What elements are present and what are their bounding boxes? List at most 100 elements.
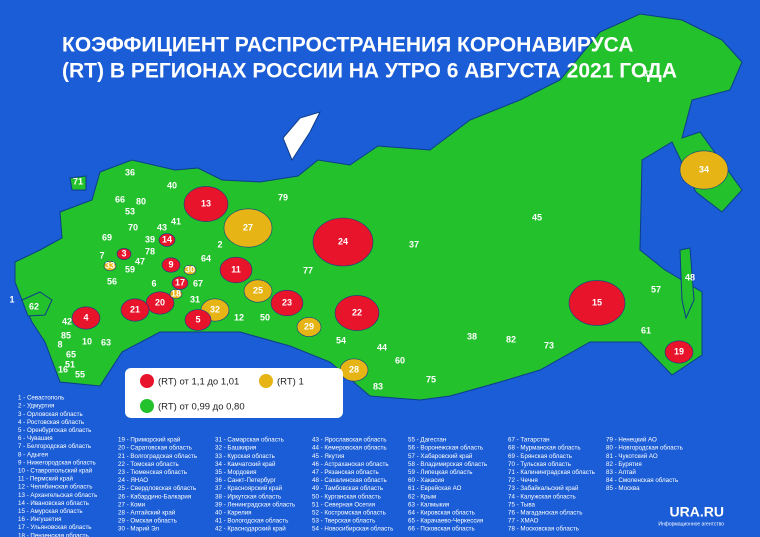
title-line: (RT) В РЕГИОНАХ РОССИИ НА УТРО 6 АВГУСТА… xyxy=(62,60,677,83)
legend-label: (RT) от 0,99 до 0,80 xyxy=(158,402,245,413)
region-number: 20 xyxy=(155,297,165,307)
region-list-item: 36 - Санкт-Петербург xyxy=(215,477,277,484)
region-list-item: 6 - Чувашия xyxy=(18,435,53,442)
region-list-item: 54 - Новосибирская область xyxy=(312,526,393,533)
region-number: 2 xyxy=(217,239,222,249)
region-number: 32 xyxy=(210,304,220,314)
sakhalin xyxy=(679,247,695,320)
region-list-item: 7 - Белгородская область xyxy=(18,443,91,450)
region-list-item: 9 - Нижегородская область xyxy=(18,459,96,466)
region-list-item: 33 - Курская область xyxy=(215,453,275,460)
region-fill xyxy=(103,260,117,272)
region-number: 10 xyxy=(82,336,92,346)
region-fill xyxy=(183,186,229,222)
region-list-item: 26 - Кабардино-Балкария xyxy=(118,493,191,500)
region-number: 60 xyxy=(395,355,405,365)
region-list-item: 12 - Челябинская область xyxy=(18,484,92,491)
region-list-item: 63 - Калмыкия xyxy=(408,501,449,508)
legend-swatch xyxy=(140,374,154,388)
region-list-item: 45 - Якутия xyxy=(312,453,344,460)
region-list-item: 34 - Камчатский край xyxy=(215,461,276,468)
region-list-item: 23 - Тюменская область xyxy=(118,469,187,476)
land xyxy=(14,13,743,401)
region-number: 54 xyxy=(336,335,346,345)
region-list-item: 18 - Пензенская область xyxy=(18,532,89,537)
region-fills xyxy=(71,150,729,382)
region-fill xyxy=(120,298,150,322)
region-number: 48 xyxy=(685,272,695,282)
region-list-item: 61 - Еврейская АО xyxy=(408,485,462,492)
region-number: 53 xyxy=(125,206,135,216)
region-list-item: 67 - Татарстан xyxy=(508,437,550,444)
legend-label: (RT) от 1,1 до 1,01 xyxy=(158,377,239,388)
region-number: 1 xyxy=(9,294,14,304)
region-list-item: 46 - Астраханская область xyxy=(312,461,389,468)
region-number: 21 xyxy=(130,304,140,314)
region-fill xyxy=(334,295,380,331)
region-number: 31 xyxy=(190,294,200,304)
region-number: 63 xyxy=(101,337,111,347)
region-list-item: 48 - Сахалинская область xyxy=(312,477,387,484)
region-number: 73 xyxy=(544,340,554,350)
region-number: 16 xyxy=(58,364,68,374)
region-list-item: 83 - Алтай xyxy=(606,469,636,476)
region-fill xyxy=(270,289,304,317)
region-number: 51 xyxy=(65,359,75,369)
region-list-item: 14 - Ивановская область xyxy=(18,500,89,507)
region-number: 79 xyxy=(278,192,288,202)
region-list-item: 37 - Красноярский край xyxy=(215,485,283,492)
legend-swatch xyxy=(259,374,273,388)
region-number: 42 xyxy=(62,316,72,326)
region-number: 33 xyxy=(105,260,115,270)
region-number: 6 xyxy=(151,278,156,288)
region-number: 50 xyxy=(260,312,270,322)
region-number: 61 xyxy=(641,325,651,335)
region-number: 64 xyxy=(201,253,211,263)
region-list-item: 65 - Карачаево-Черкессия xyxy=(408,518,483,525)
region-list-item: 75 - Тыва xyxy=(508,501,536,508)
region-number: 47 xyxy=(135,256,145,266)
region-fill xyxy=(116,248,132,260)
region-number: 34 xyxy=(699,164,709,174)
region-number: 36 xyxy=(125,167,135,177)
region-number: 71 xyxy=(73,176,83,186)
region-list-item: 29 - Омская область xyxy=(118,518,177,525)
region-number: 5 xyxy=(195,314,200,324)
region-list-item: 5 - Оренбургская область xyxy=(18,427,91,434)
region-number: 75 xyxy=(426,374,436,384)
region-list-item: 32 - Башкирия xyxy=(215,445,256,452)
region-fill xyxy=(71,306,101,330)
region-list-item: 4 - Ростовская область xyxy=(18,419,84,426)
region-list-item: 52 - Костромская область xyxy=(312,510,386,517)
region-fill xyxy=(568,280,626,326)
region-fill xyxy=(219,256,253,284)
region-fill xyxy=(184,309,212,331)
region-number: 24 xyxy=(338,236,348,246)
region-list-item: 39 - Ленинградская область xyxy=(215,501,295,508)
region-number: 65 xyxy=(66,349,76,359)
region-number: 39 xyxy=(145,234,155,244)
logo-tagline: Информационное агентство xyxy=(658,521,724,527)
region-list-item: 71 - Калининградская область xyxy=(508,469,595,476)
region-list-item: 15 - Амурская область xyxy=(18,508,83,515)
region-number: 69 xyxy=(102,232,112,242)
novaya-zemlya xyxy=(282,111,321,162)
region-fill xyxy=(243,279,273,303)
region-number: 44 xyxy=(377,342,387,352)
region-number: 56 xyxy=(107,276,117,286)
region-list-item: 27 - Коми xyxy=(118,501,146,508)
region-list-item: 21 - Волгоградская область xyxy=(118,453,197,460)
region-number: 80 xyxy=(136,196,146,206)
region-number: 27 xyxy=(243,222,253,232)
region-list-item: 1 - Севастополь xyxy=(18,395,64,402)
region-list-item: 10 - Ставропольский край xyxy=(18,468,93,475)
region-list-item: 47 - Рязанская область xyxy=(312,469,379,476)
region-number: 38 xyxy=(467,331,477,341)
region-list-item: 35 - Мордовия xyxy=(215,469,257,476)
region-number: 17 xyxy=(175,277,185,287)
region-list-item: 68 - Мурманская область xyxy=(508,445,581,452)
region-number: 22 xyxy=(352,307,362,317)
region-number: 18 xyxy=(171,288,181,298)
region-list-item: 73 - Забайкальский край xyxy=(508,485,579,492)
